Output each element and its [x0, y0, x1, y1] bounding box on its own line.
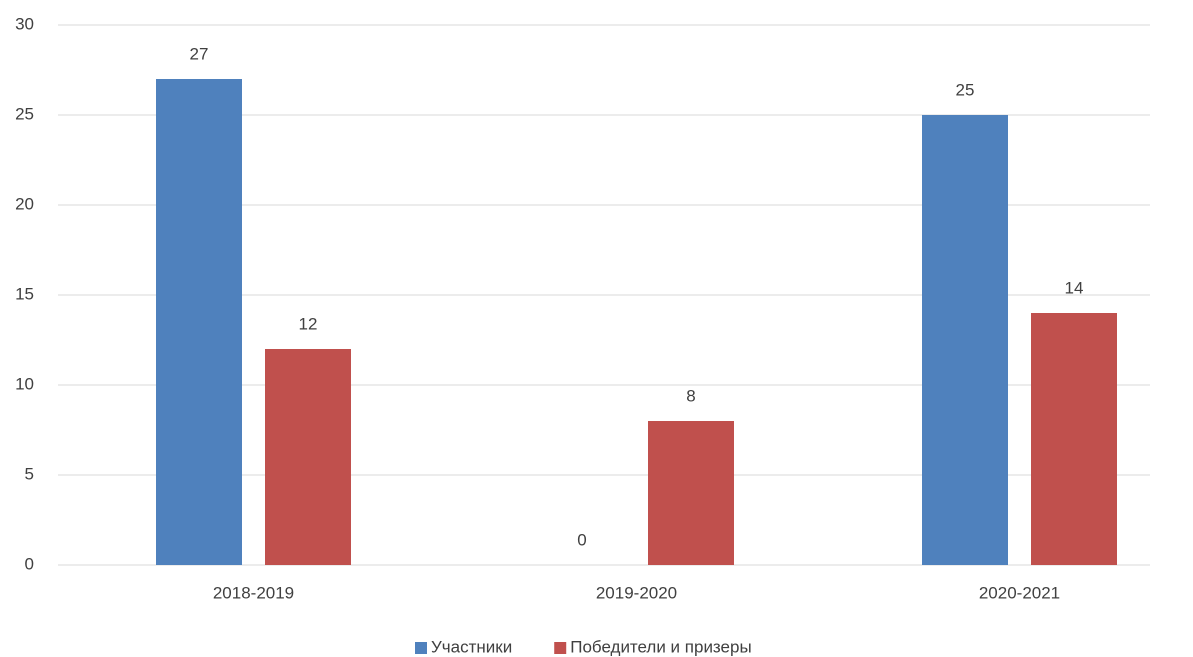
bar [922, 115, 1008, 565]
data-label: 25 [956, 80, 975, 99]
data-label: 0 [577, 530, 586, 549]
data-label: 12 [299, 314, 318, 333]
x-tick-label: 2018-2019 [213, 583, 294, 602]
y-tick-label: 25 [15, 104, 34, 123]
bar [265, 349, 351, 565]
y-tick-label: 0 [25, 554, 34, 573]
data-label: 27 [190, 44, 209, 63]
y-tick-label: 30 [15, 14, 34, 33]
legend-label: Победители и призеры [570, 637, 751, 656]
data-label: 14 [1065, 278, 1084, 297]
x-tick-label: 2020-2021 [979, 583, 1060, 602]
legend-swatch [415, 642, 427, 654]
legend-label: Участники [431, 637, 512, 656]
bar [156, 79, 242, 565]
x-tick-label: 2019-2020 [596, 583, 677, 602]
y-tick-label: 20 [15, 194, 34, 213]
bar [1031, 313, 1117, 565]
y-tick-label: 5 [25, 464, 34, 483]
y-tick-label: 15 [15, 284, 34, 303]
data-label: 8 [686, 386, 695, 405]
bar [648, 421, 734, 565]
legend-swatch [554, 642, 567, 654]
y-tick-label: 10 [15, 374, 34, 393]
